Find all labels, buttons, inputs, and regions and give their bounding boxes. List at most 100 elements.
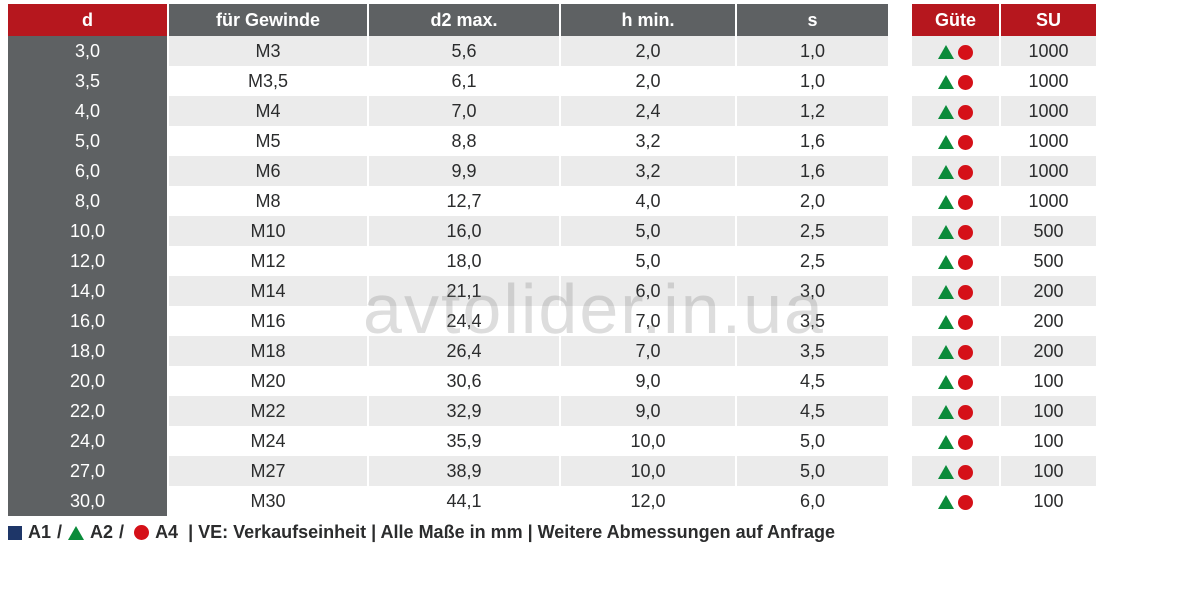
legend-a2: A2 — [90, 522, 113, 543]
legend-a1: A1 — [28, 522, 51, 543]
guete-cell — [912, 456, 1000, 486]
spec-cell: M6 — [168, 156, 368, 186]
table-row: 3,5M3,56,12,01,0 — [8, 66, 888, 96]
guete-cell — [912, 486, 1000, 516]
spec-cell: M10 — [168, 216, 368, 246]
circle-icon — [958, 195, 973, 210]
table-row: 18,0M1826,47,03,5 — [8, 336, 888, 366]
spec-cell: M8 — [168, 186, 368, 216]
spec-cell: 38,9 — [368, 456, 560, 486]
table-row: 27,0M2738,910,05,0 — [8, 456, 888, 486]
guete-cell — [912, 216, 1000, 246]
d-cell: 4,0 — [8, 96, 168, 126]
main-header-3: h min. — [560, 4, 736, 36]
su-cell: 100 — [1000, 426, 1096, 456]
triangle-icon — [938, 315, 954, 329]
spec-cell: 2,0 — [560, 36, 736, 66]
table-row: 5,0M58,83,21,6 — [8, 126, 888, 156]
spec-cell: 9,9 — [368, 156, 560, 186]
spec-cell: 5,0 — [736, 456, 888, 486]
circle-icon — [958, 45, 973, 60]
table-row: 16,0M1624,47,03,5 — [8, 306, 888, 336]
spec-cell: M18 — [168, 336, 368, 366]
spec-cell: 1,6 — [736, 156, 888, 186]
spec-cell: 1,2 — [736, 96, 888, 126]
spec-cell: 5,0 — [736, 426, 888, 456]
table-row: 100 — [912, 456, 1096, 486]
legend-rest: | VE: Verkaufseinheit | Alle Maße in mm … — [188, 522, 835, 543]
spec-cell: 44,1 — [368, 486, 560, 516]
circle-icon — [958, 495, 973, 510]
circle-icon — [958, 105, 973, 120]
d-cell: 5,0 — [8, 126, 168, 156]
table-row: 1000 — [912, 36, 1096, 66]
d-cell: 24,0 — [8, 426, 168, 456]
guete-cell — [912, 366, 1000, 396]
triangle-icon — [938, 495, 954, 509]
su-cell: 200 — [1000, 306, 1096, 336]
su-cell: 100 — [1000, 486, 1096, 516]
spec-cell: M24 — [168, 426, 368, 456]
triangle-icon — [938, 345, 954, 359]
spec-cell: 1,6 — [736, 126, 888, 156]
d-cell: 10,0 — [8, 216, 168, 246]
guete-cell — [912, 186, 1000, 216]
guete-cell — [912, 66, 1000, 96]
spec-cell: 2,4 — [560, 96, 736, 126]
spec-cell: 2,0 — [736, 186, 888, 216]
triangle-icon — [938, 165, 954, 179]
spec-cell: M20 — [168, 366, 368, 396]
spec-cell: 9,0 — [560, 396, 736, 426]
spec-cell: M12 — [168, 246, 368, 276]
triangle-icon — [938, 465, 954, 479]
spec-cell: 6,0 — [560, 276, 736, 306]
table-row: 1000 — [912, 96, 1096, 126]
table-row: 30,0M3044,112,06,0 — [8, 486, 888, 516]
guete-cell — [912, 36, 1000, 66]
table-row: 10,0M1016,05,02,5 — [8, 216, 888, 246]
legend-a4: A4 — [155, 522, 178, 543]
su-cell: 100 — [1000, 366, 1096, 396]
d-cell: 8,0 — [8, 186, 168, 216]
d-cell: 14,0 — [8, 276, 168, 306]
side-guete-table: GüteSU 100010001000100010001000500500200… — [912, 4, 1096, 516]
spec-cell: M4 — [168, 96, 368, 126]
su-cell: 1000 — [1000, 36, 1096, 66]
table-row: 6,0M69,93,21,6 — [8, 156, 888, 186]
legend-sep: / — [119, 522, 124, 543]
triangle-icon — [938, 105, 954, 119]
d-cell: 3,0 — [8, 36, 168, 66]
spec-cell: 4,5 — [736, 396, 888, 426]
spec-cell: 30,6 — [368, 366, 560, 396]
d-cell: 20,0 — [8, 366, 168, 396]
spec-cell: 3,2 — [560, 156, 736, 186]
triangle-icon — [938, 285, 954, 299]
circle-icon — [958, 465, 973, 480]
spec-cell: 3,5 — [736, 336, 888, 366]
spec-cell: 3,2 — [560, 126, 736, 156]
guete-cell — [912, 156, 1000, 186]
side-header-0: Güte — [912, 4, 1000, 36]
table-row: 14,0M1421,16,03,0 — [8, 276, 888, 306]
spec-cell: 4,5 — [736, 366, 888, 396]
d-cell: 3,5 — [8, 66, 168, 96]
spec-cell: 18,0 — [368, 246, 560, 276]
table-row: 200 — [912, 336, 1096, 366]
table-row: 500 — [912, 246, 1096, 276]
su-cell: 100 — [1000, 456, 1096, 486]
su-cell: 1000 — [1000, 96, 1096, 126]
circle-icon — [134, 525, 149, 540]
main-header-0: d — [8, 4, 168, 36]
triangle-icon — [68, 526, 84, 540]
circle-icon — [958, 315, 973, 330]
spec-cell: 12,7 — [368, 186, 560, 216]
spec-cell: 16,0 — [368, 216, 560, 246]
spec-cell: M3 — [168, 36, 368, 66]
main-spec-table: dfür Gewinded2 max.h min.s 3,0M35,62,01,… — [8, 4, 888, 516]
d-cell: 6,0 — [8, 156, 168, 186]
circle-icon — [958, 75, 973, 90]
su-cell: 1000 — [1000, 156, 1096, 186]
spec-cell: M3,5 — [168, 66, 368, 96]
spec-cell: 6,1 — [368, 66, 560, 96]
table-row: 200 — [912, 306, 1096, 336]
